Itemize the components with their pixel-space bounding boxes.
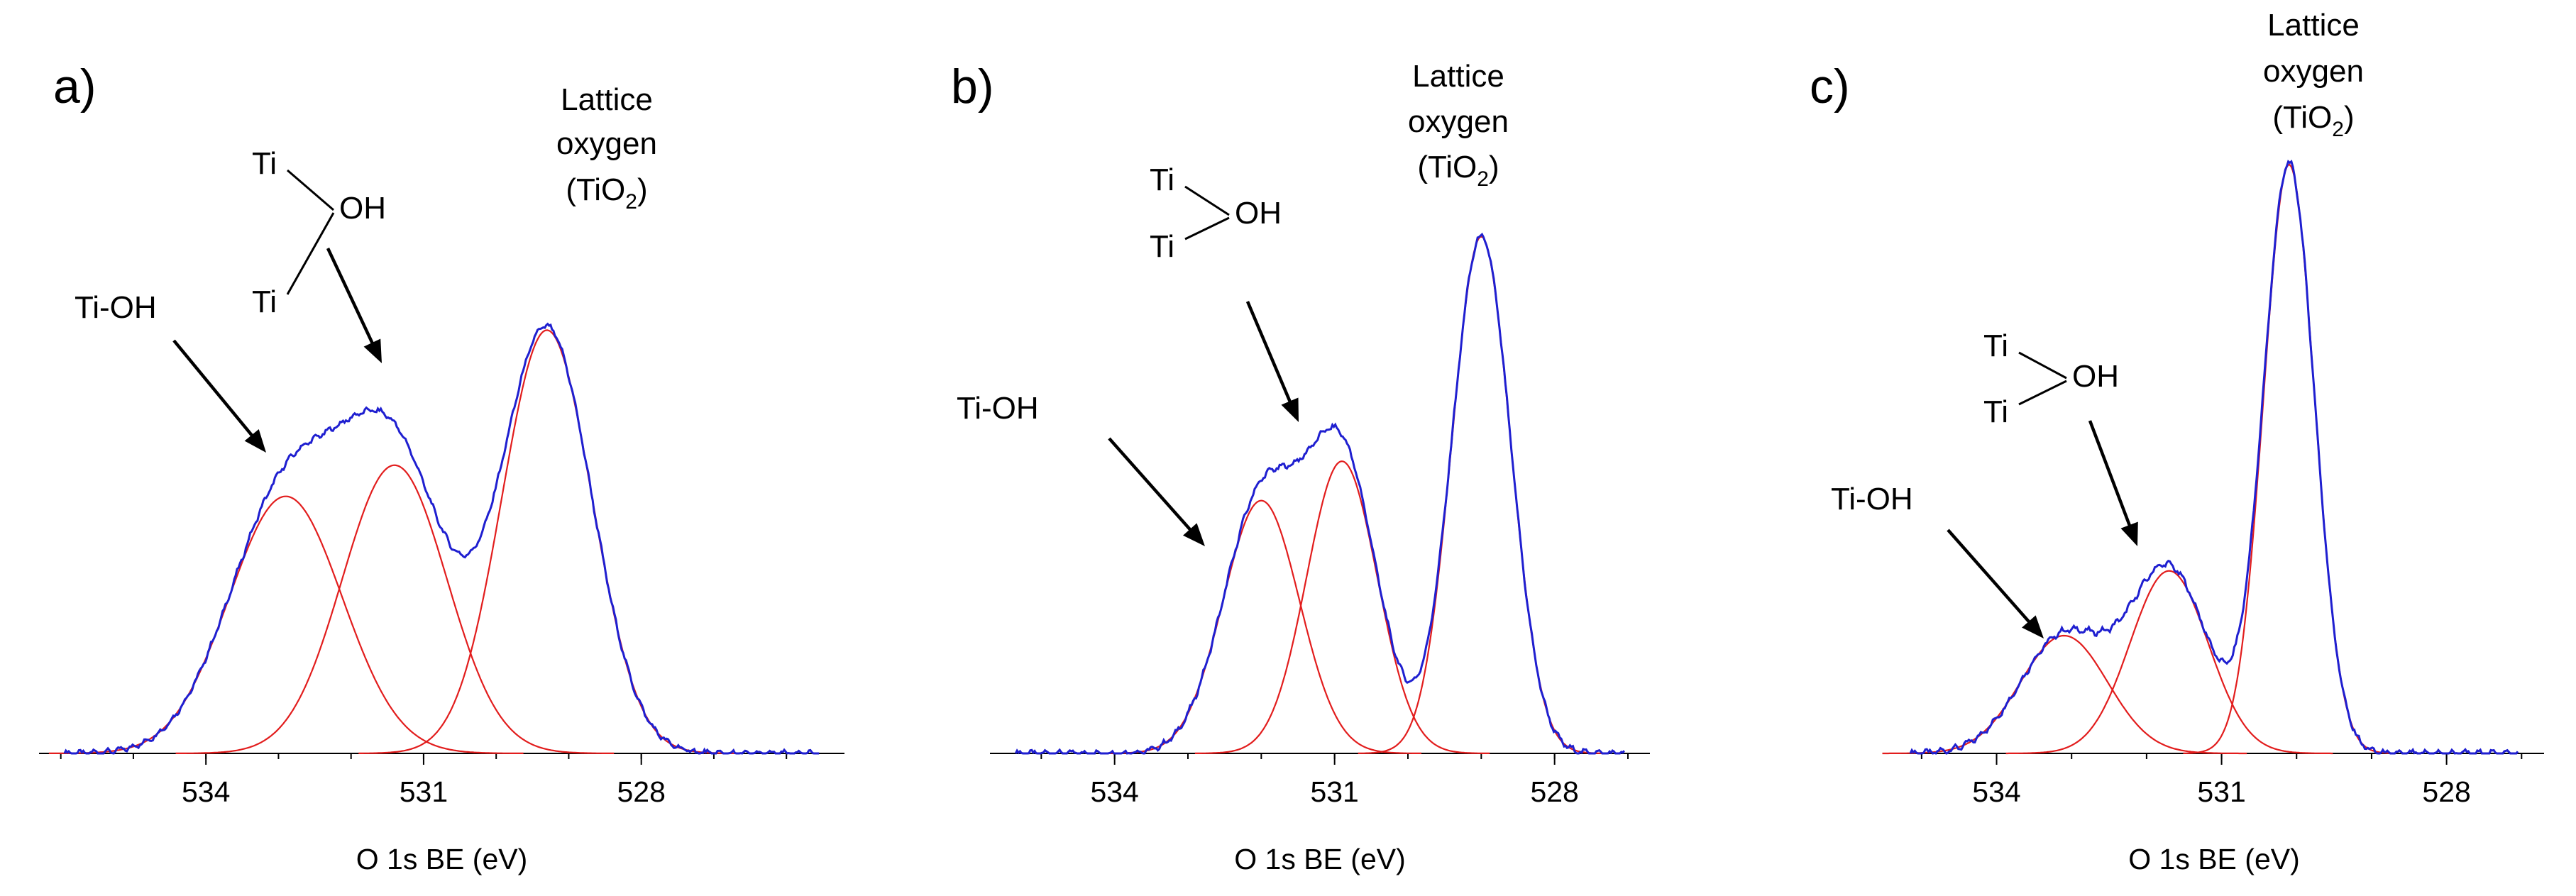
- lattice-label-line2: oxygen: [1408, 104, 1509, 139]
- bond-line-bottom: [2018, 380, 2067, 406]
- arrow-tioh: [172, 339, 262, 447]
- x-tick-label: 531: [1310, 775, 1358, 808]
- lattice-formula: (TiO: [2272, 100, 2332, 135]
- x-axis-title: O 1s BE (eV): [356, 843, 528, 875]
- lattice-label-line2: oxygen: [2263, 54, 2364, 89]
- bond-line-top: [287, 169, 334, 211]
- bond-line-bottom: [1184, 216, 1230, 240]
- fit-component-2: [175, 464, 615, 754]
- x-tick-label: 528: [1530, 775, 1578, 808]
- arrowhead: [2022, 615, 2044, 638]
- bond-line-top: [1184, 185, 1230, 216]
- lattice-close: ): [637, 172, 648, 207]
- arrow-tioh: [1947, 529, 2040, 634]
- bridge-oh: OH: [1235, 196, 1282, 231]
- x-tick-label: 531: [400, 775, 448, 808]
- fit-component-3: [358, 329, 736, 754]
- panel-label: c): [1810, 60, 1850, 114]
- tioh-label: Ti-OH: [1831, 482, 1913, 516]
- arrowhead: [1281, 397, 1299, 422]
- lattice-label-line3: (TiO2): [1417, 150, 1499, 191]
- arrow-bridge: [2088, 420, 2137, 540]
- bridge-ti-top: Ti: [1150, 162, 1174, 197]
- bridge-ti-top: Ti: [1983, 328, 2008, 363]
- bond-line-top: [2018, 351, 2067, 380]
- lattice-label-line3: (TiO2): [566, 172, 647, 214]
- panel-b: b) 534 531 528 O 1s BE (eV) Lattice oxygen (TiO…: [951, 59, 1650, 875]
- lattice-label-line1: Lattice: [2267, 8, 2360, 43]
- fit-component-2: [2005, 570, 2333, 755]
- measured-spectrum: [1909, 160, 2519, 755]
- bridge-oh: OH: [2072, 359, 2119, 394]
- bridge-ti-top: Ti: [252, 146, 277, 181]
- x-tick-label: 531: [2197, 775, 2245, 808]
- arrowhead: [2120, 521, 2138, 546]
- lattice-subscript: 2: [2332, 118, 2344, 141]
- lattice-formula: (TiO: [566, 172, 625, 207]
- lattice-label-line1: Lattice: [1412, 59, 1504, 94]
- panel-label: b): [951, 60, 993, 114]
- x-tick-label: 534: [1972, 775, 2020, 808]
- measured-spectrum: [63, 322, 820, 755]
- bond-line-bottom: [286, 212, 335, 295]
- panel-c: c) 534 531 528 O 1s BE (eV) Lattice oxygen (TiO…: [1810, 8, 2544, 875]
- x-tick-label: 534: [1090, 775, 1138, 808]
- arrow-tioh: [1108, 437, 1201, 541]
- x-tick-label: 534: [182, 775, 230, 808]
- panel-label: a): [53, 60, 96, 114]
- fit-component-2: [1194, 460, 1490, 754]
- x-tick-label: 528: [2422, 775, 2470, 808]
- tioh-label: Ti-OH: [957, 391, 1039, 426]
- arrow-bridge: [1245, 301, 1297, 416]
- lattice-formula: (TiO: [1417, 150, 1477, 184]
- lattice-label-line2: oxygen: [556, 126, 657, 161]
- panel-a: a) 534 531 528 O 1s BE (eV) Lattice oxygen (TiO…: [39, 60, 844, 875]
- lattice-subscript: 2: [1477, 167, 1489, 191]
- fit-component-1: [1882, 634, 2247, 755]
- x-axis-title: O 1s BE (eV): [1234, 843, 1406, 875]
- lattice-label-line3: (TiO2): [2272, 100, 2354, 141]
- lattice-subscript: 2: [625, 190, 637, 214]
- lattice-label-line1: Lattice: [561, 82, 653, 117]
- bridge-oh: OH: [339, 191, 386, 226]
- bridge-ti-bottom: Ti: [1150, 229, 1174, 264]
- arrowhead: [363, 338, 382, 363]
- x-tick-label: 528: [617, 775, 665, 808]
- x-axis-title: O 1s BE (eV): [2128, 843, 2300, 875]
- arrowhead: [1183, 523, 1205, 546]
- arrow-bridge: [326, 248, 380, 358]
- fit-component-1: [48, 495, 524, 754]
- lattice-close: ): [1489, 150, 1499, 184]
- measured-spectrum: [1014, 232, 1625, 755]
- bridge-ti-bottom: Ti: [1983, 394, 2008, 429]
- fit-component-3: [1358, 236, 1605, 754]
- fit-component-1: [1101, 499, 1421, 754]
- bridge-ti-bottom: Ti: [252, 284, 277, 319]
- tioh-label: Ti-OH: [75, 290, 157, 325]
- fit-component-3: [2183, 164, 2396, 754]
- arrowhead: [244, 429, 266, 453]
- lattice-close: ): [2344, 100, 2355, 135]
